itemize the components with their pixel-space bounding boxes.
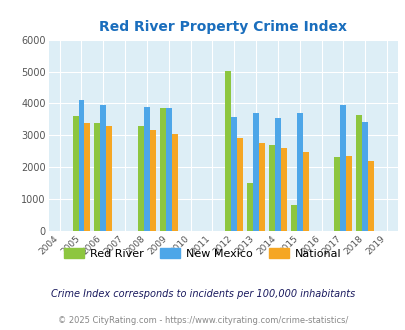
Bar: [269, 145, 274, 231]
Bar: [334, 157, 339, 231]
Bar: [345, 156, 351, 231]
Bar: [94, 122, 100, 231]
Bar: [165, 108, 171, 231]
Bar: [280, 148, 286, 231]
Bar: [100, 105, 106, 231]
Bar: [296, 113, 302, 231]
Title: Red River Property Crime Index: Red River Property Crime Index: [99, 20, 346, 34]
Bar: [160, 108, 165, 231]
Bar: [225, 71, 231, 231]
Bar: [258, 143, 264, 231]
Bar: [361, 122, 367, 231]
Bar: [138, 126, 144, 231]
Bar: [356, 115, 361, 231]
Text: © 2025 CityRating.com - https://www.cityrating.com/crime-statistics/: © 2025 CityRating.com - https://www.city…: [58, 316, 347, 325]
Bar: [84, 122, 90, 231]
Legend: Red River, New Mexico, National: Red River, New Mexico, National: [60, 244, 345, 263]
Bar: [171, 134, 177, 231]
Bar: [290, 205, 296, 231]
Text: Crime Index corresponds to incidents per 100,000 inhabitants: Crime Index corresponds to incidents per…: [51, 289, 354, 299]
Bar: [231, 117, 237, 231]
Bar: [144, 107, 149, 231]
Bar: [339, 105, 345, 231]
Bar: [252, 113, 258, 231]
Bar: [367, 161, 373, 231]
Bar: [78, 100, 84, 231]
Bar: [274, 118, 280, 231]
Bar: [106, 126, 112, 231]
Bar: [72, 116, 78, 231]
Bar: [302, 152, 308, 231]
Bar: [149, 130, 156, 231]
Bar: [247, 183, 252, 231]
Bar: [237, 139, 243, 231]
